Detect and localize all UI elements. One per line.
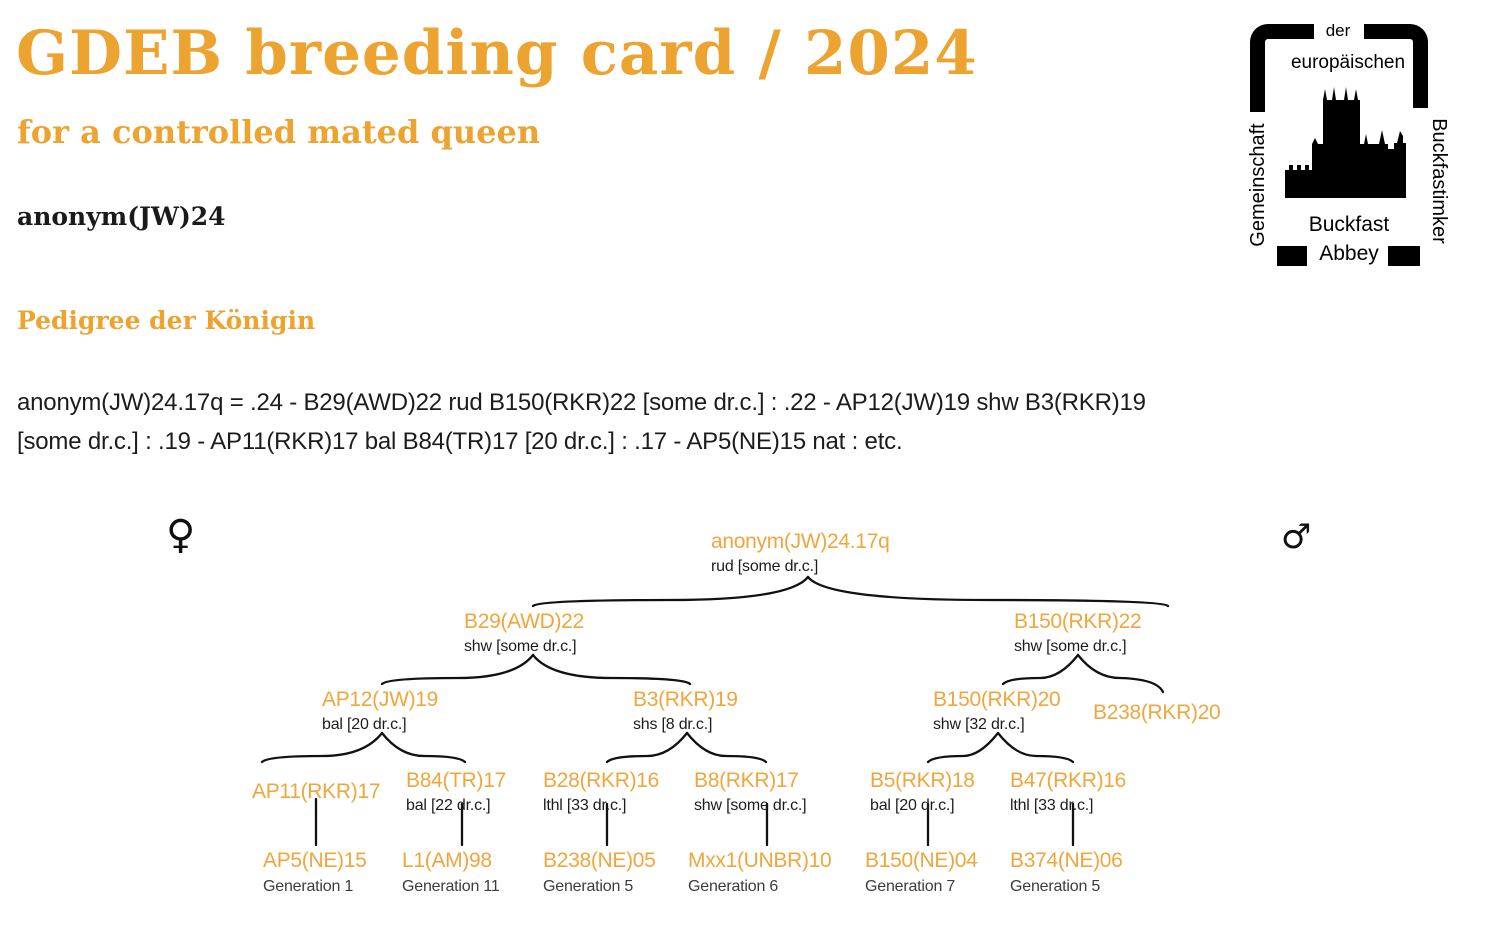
- node-sublabel: shw [some dr.c.]: [694, 797, 807, 814]
- node-generation: Generation 6: [688, 878, 779, 895]
- pedigree-text-line1: anonym(JW)24.17q = .24 - B29(AWD)22 rud …: [17, 389, 1146, 416]
- logo-text-buckfast: Buckfast: [1308, 213, 1390, 236]
- node-sublabel: shw [32 dr.c.]: [933, 716, 1025, 733]
- node-label: Mxx1(UNBR)10: [688, 849, 832, 872]
- logo-text-abbey: Abbey: [1319, 242, 1379, 265]
- female-symbol-icon: ♀: [166, 512, 196, 558]
- pedigree-heading: Pedigree der Königin: [17, 306, 316, 335]
- tree-node: B28(RKR)16 lthl [33 dr.c.]: [543, 767, 659, 818]
- node-generation: Generation 5: [543, 878, 634, 895]
- node-generation: Generation 7: [865, 878, 956, 895]
- node-generation: Generation 5: [1010, 878, 1101, 895]
- node-sublabel: bal [20 dr.c.]: [870, 797, 955, 814]
- tree-node: B150(RKR)22 shw [some dr.c.]: [1014, 608, 1142, 659]
- tree-node: B150(RKR)20 shw [32 dr.c.]: [933, 686, 1061, 737]
- tree-leaf-node: B238(NE)05 Generation 5: [543, 847, 656, 899]
- logo-frame-top-left: [1250, 24, 1314, 112]
- tree-node: B238(RKR)20: [1093, 699, 1221, 726]
- abbey-castle-icon: [1285, 87, 1406, 198]
- logo-text-europaeischen: europäischen: [1290, 52, 1406, 73]
- node-label: AP5(NE)15: [263, 849, 367, 872]
- gdeb-buckfast-logo: der europäischen Gemeinschaft Buckfastim…: [1247, 8, 1452, 270]
- node-sublabel: bal [22 dr.c.]: [406, 797, 491, 814]
- tree-node: B29(AWD)22 shw [some dr.c.]: [464, 608, 584, 659]
- node-generation: Generation 1: [263, 878, 354, 895]
- node-label: B238(NE)05: [543, 849, 656, 872]
- node-generation: Generation 11: [402, 878, 500, 895]
- node-label: anonym(JW)24.17q: [711, 530, 890, 553]
- node-sublabel: rud [some dr.c.]: [711, 558, 819, 575]
- node-label: B150(RKR)20: [933, 688, 1061, 711]
- node-label: B5(RKR)18: [870, 769, 975, 792]
- node-label: B8(RKR)17: [694, 769, 799, 792]
- logo-text-gemeinschaft: Gemeinschaft: [1247, 123, 1269, 247]
- tree-leaf-node: B150(NE)04 Generation 7: [865, 847, 978, 899]
- logo-text-buckfastimker: Buckfastimker: [1428, 118, 1450, 244]
- logo-text-der: der: [1325, 21, 1351, 40]
- node-label: B29(AWD)22: [464, 610, 584, 633]
- node-label: L1(AM)98: [402, 849, 492, 872]
- node-label: B150(NE)04: [865, 849, 978, 872]
- tree-node: B3(RKR)19 shs [8 dr.c.]: [633, 686, 738, 737]
- tree-leaf-node: B374(NE)06 Generation 5: [1010, 847, 1123, 899]
- queen-name: anonym(JW)24: [17, 202, 226, 231]
- node-label: B150(RKR)22: [1014, 610, 1142, 633]
- tree-node: B8(RKR)17 shw [some dr.c.]: [694, 767, 807, 818]
- logo-square-left: [1277, 246, 1307, 266]
- node-label: B374(NE)06: [1010, 849, 1123, 872]
- node-label: B47(RKR)16: [1010, 769, 1127, 792]
- node-sublabel: lthl [33 dr.c.]: [1010, 797, 1094, 814]
- tree-node: B47(RKR)16 lthl [33 dr.c.]: [1010, 767, 1126, 818]
- node-sublabel: lthl [33 dr.c.]: [543, 797, 627, 814]
- tree-node: B84(TR)17 bal [22 dr.c.]: [406, 767, 506, 818]
- tree-leaf-node: L1(AM)98 Generation 11: [402, 847, 500, 899]
- male-symbol-icon: ♂: [1281, 517, 1312, 557]
- pedigree-text: anonym(JW)24.17q = .24 - B29(AWD)22 rud …: [17, 383, 1146, 461]
- node-label: AP11(RKR)17: [252, 780, 381, 803]
- tree-leaf-node: Mxx1(UNBR)10 Generation 6: [688, 847, 832, 899]
- node-sublabel: bal [20 dr.c.]: [322, 716, 407, 733]
- node-sublabel: shw [some dr.c.]: [464, 638, 577, 655]
- logo-frame-top-right: [1364, 24, 1428, 108]
- tree-node-queen: anonym(JW)24.17q rud [some dr.c.]: [711, 528, 890, 579]
- tree-node: AP12(JW)19 bal [20 dr.c.]: [322, 686, 438, 737]
- node-label: AP12(JW)19: [322, 688, 439, 711]
- tree-leaf-node: AP5(NE)15 Generation 1: [263, 847, 367, 899]
- tree-node: AP11(RKR)17: [252, 778, 381, 805]
- node-sublabel: shw [some dr.c.]: [1014, 638, 1127, 655]
- node-label: B28(RKR)16: [543, 769, 660, 792]
- logo-square-right: [1388, 246, 1420, 266]
- node-label: B238(RKR)20: [1093, 701, 1221, 724]
- node-sublabel: shs [8 dr.c.]: [633, 716, 713, 733]
- tree-node: B5(RKR)18 bal [20 dr.c.]: [870, 767, 975, 818]
- page-subtitle: for a controlled mated queen: [17, 113, 541, 151]
- node-label: B3(RKR)19: [633, 688, 738, 711]
- pedigree-text-line2: [some dr.c.] : .19 - AP11(RKR)17 bal B84…: [17, 428, 903, 455]
- node-label: B84(TR)17: [406, 769, 507, 792]
- page-title: GDEB breeding card / 2024: [16, 18, 978, 89]
